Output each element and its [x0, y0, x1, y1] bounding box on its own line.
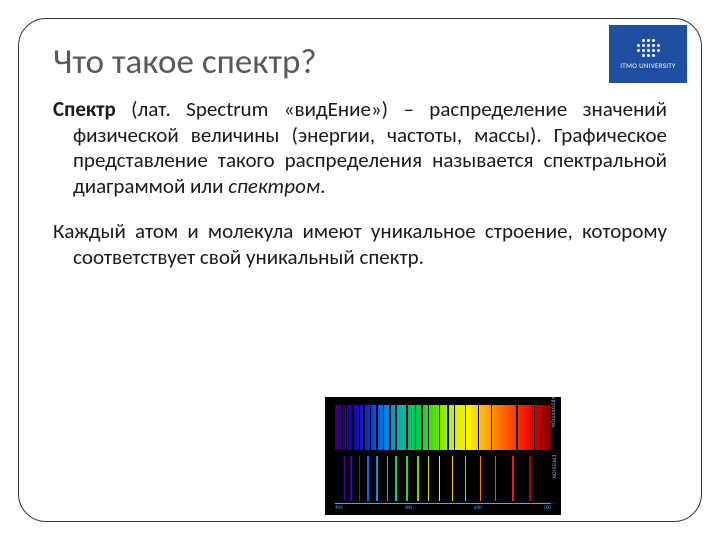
absorption-line [447, 405, 449, 450]
absorption-line [491, 405, 493, 450]
emission-line [406, 456, 408, 501]
emission-line [512, 456, 514, 501]
absorption-line [406, 405, 408, 450]
axis-tick: 700 [543, 505, 551, 514]
absorption-line [346, 405, 348, 450]
def-italic: спектром [228, 173, 320, 199]
absorption-line [383, 405, 385, 450]
emission-line [480, 456, 482, 501]
emission-spectrum: EMISSION [335, 456, 551, 501]
axis-tick: 400 [335, 505, 343, 514]
absorption-line [376, 405, 378, 450]
rainbow-gradient [335, 405, 551, 450]
emission-label: EMISSION [550, 454, 556, 478]
absorption-line [534, 405, 536, 450]
absorption-line [359, 405, 361, 450]
emission-line [417, 456, 419, 501]
wavelength-axis: 400 500 600 700 [335, 503, 551, 513]
absorption-line [370, 405, 372, 450]
slide-title: Что такое спектр? [53, 41, 667, 83]
spectrum-diagram: ABSORPTION EMISSION 400 500 600 700 [325, 397, 561, 515]
absorption-line [516, 405, 518, 450]
def-text-b: . [320, 173, 325, 199]
absorption-line [478, 405, 480, 450]
emission-line [344, 456, 346, 501]
absorption-line [428, 405, 430, 450]
logo-text: ITMO UNIVERSITY [620, 61, 676, 70]
absorption-line [454, 405, 456, 450]
paragraph-unique: Каждый атом и молекула имеют уникальное … [73, 219, 667, 270]
axis-tick: 500 [404, 505, 412, 514]
def-text-a: (лат. Spectrum «видЕние») – распределени… [73, 96, 667, 199]
emission-line [395, 456, 397, 501]
emission-line [367, 456, 369, 501]
absorption-line [465, 405, 467, 450]
absorption-label: ABSORPTION [550, 396, 556, 428]
axis-tick: 600 [474, 505, 482, 514]
slide-body: Спектр (лат. Spectrum «видЕние») – распр… [53, 97, 667, 271]
absorption-line [363, 405, 365, 450]
absorption-line [352, 405, 354, 450]
absorption-line [389, 405, 391, 450]
absorption-line [415, 405, 417, 450]
absorption-spectrum: ABSORPTION [335, 405, 551, 450]
term: Спектр [53, 96, 116, 122]
emission-line [350, 456, 352, 501]
emission-line [428, 456, 430, 501]
emission-line [452, 456, 454, 501]
slide-frame: ITMO UNIVERSITY Что такое спектр? Спектр… [18, 18, 702, 522]
emission-line [387, 456, 389, 501]
emission-line [376, 456, 378, 501]
absorption-line [395, 405, 397, 450]
emission-line [495, 456, 497, 501]
absorption-line [421, 405, 423, 450]
itmo-logo: ITMO UNIVERSITY [609, 25, 687, 83]
paragraph-definition: Спектр (лат. Spectrum «видЕние») – распр… [73, 97, 667, 199]
emission-line [359, 456, 361, 501]
emission-line [529, 456, 531, 501]
emission-line [465, 456, 467, 501]
absorption-line [341, 405, 343, 450]
absorption-line [439, 405, 441, 450]
emission-line [439, 456, 441, 501]
logo-dots-icon [637, 39, 660, 57]
